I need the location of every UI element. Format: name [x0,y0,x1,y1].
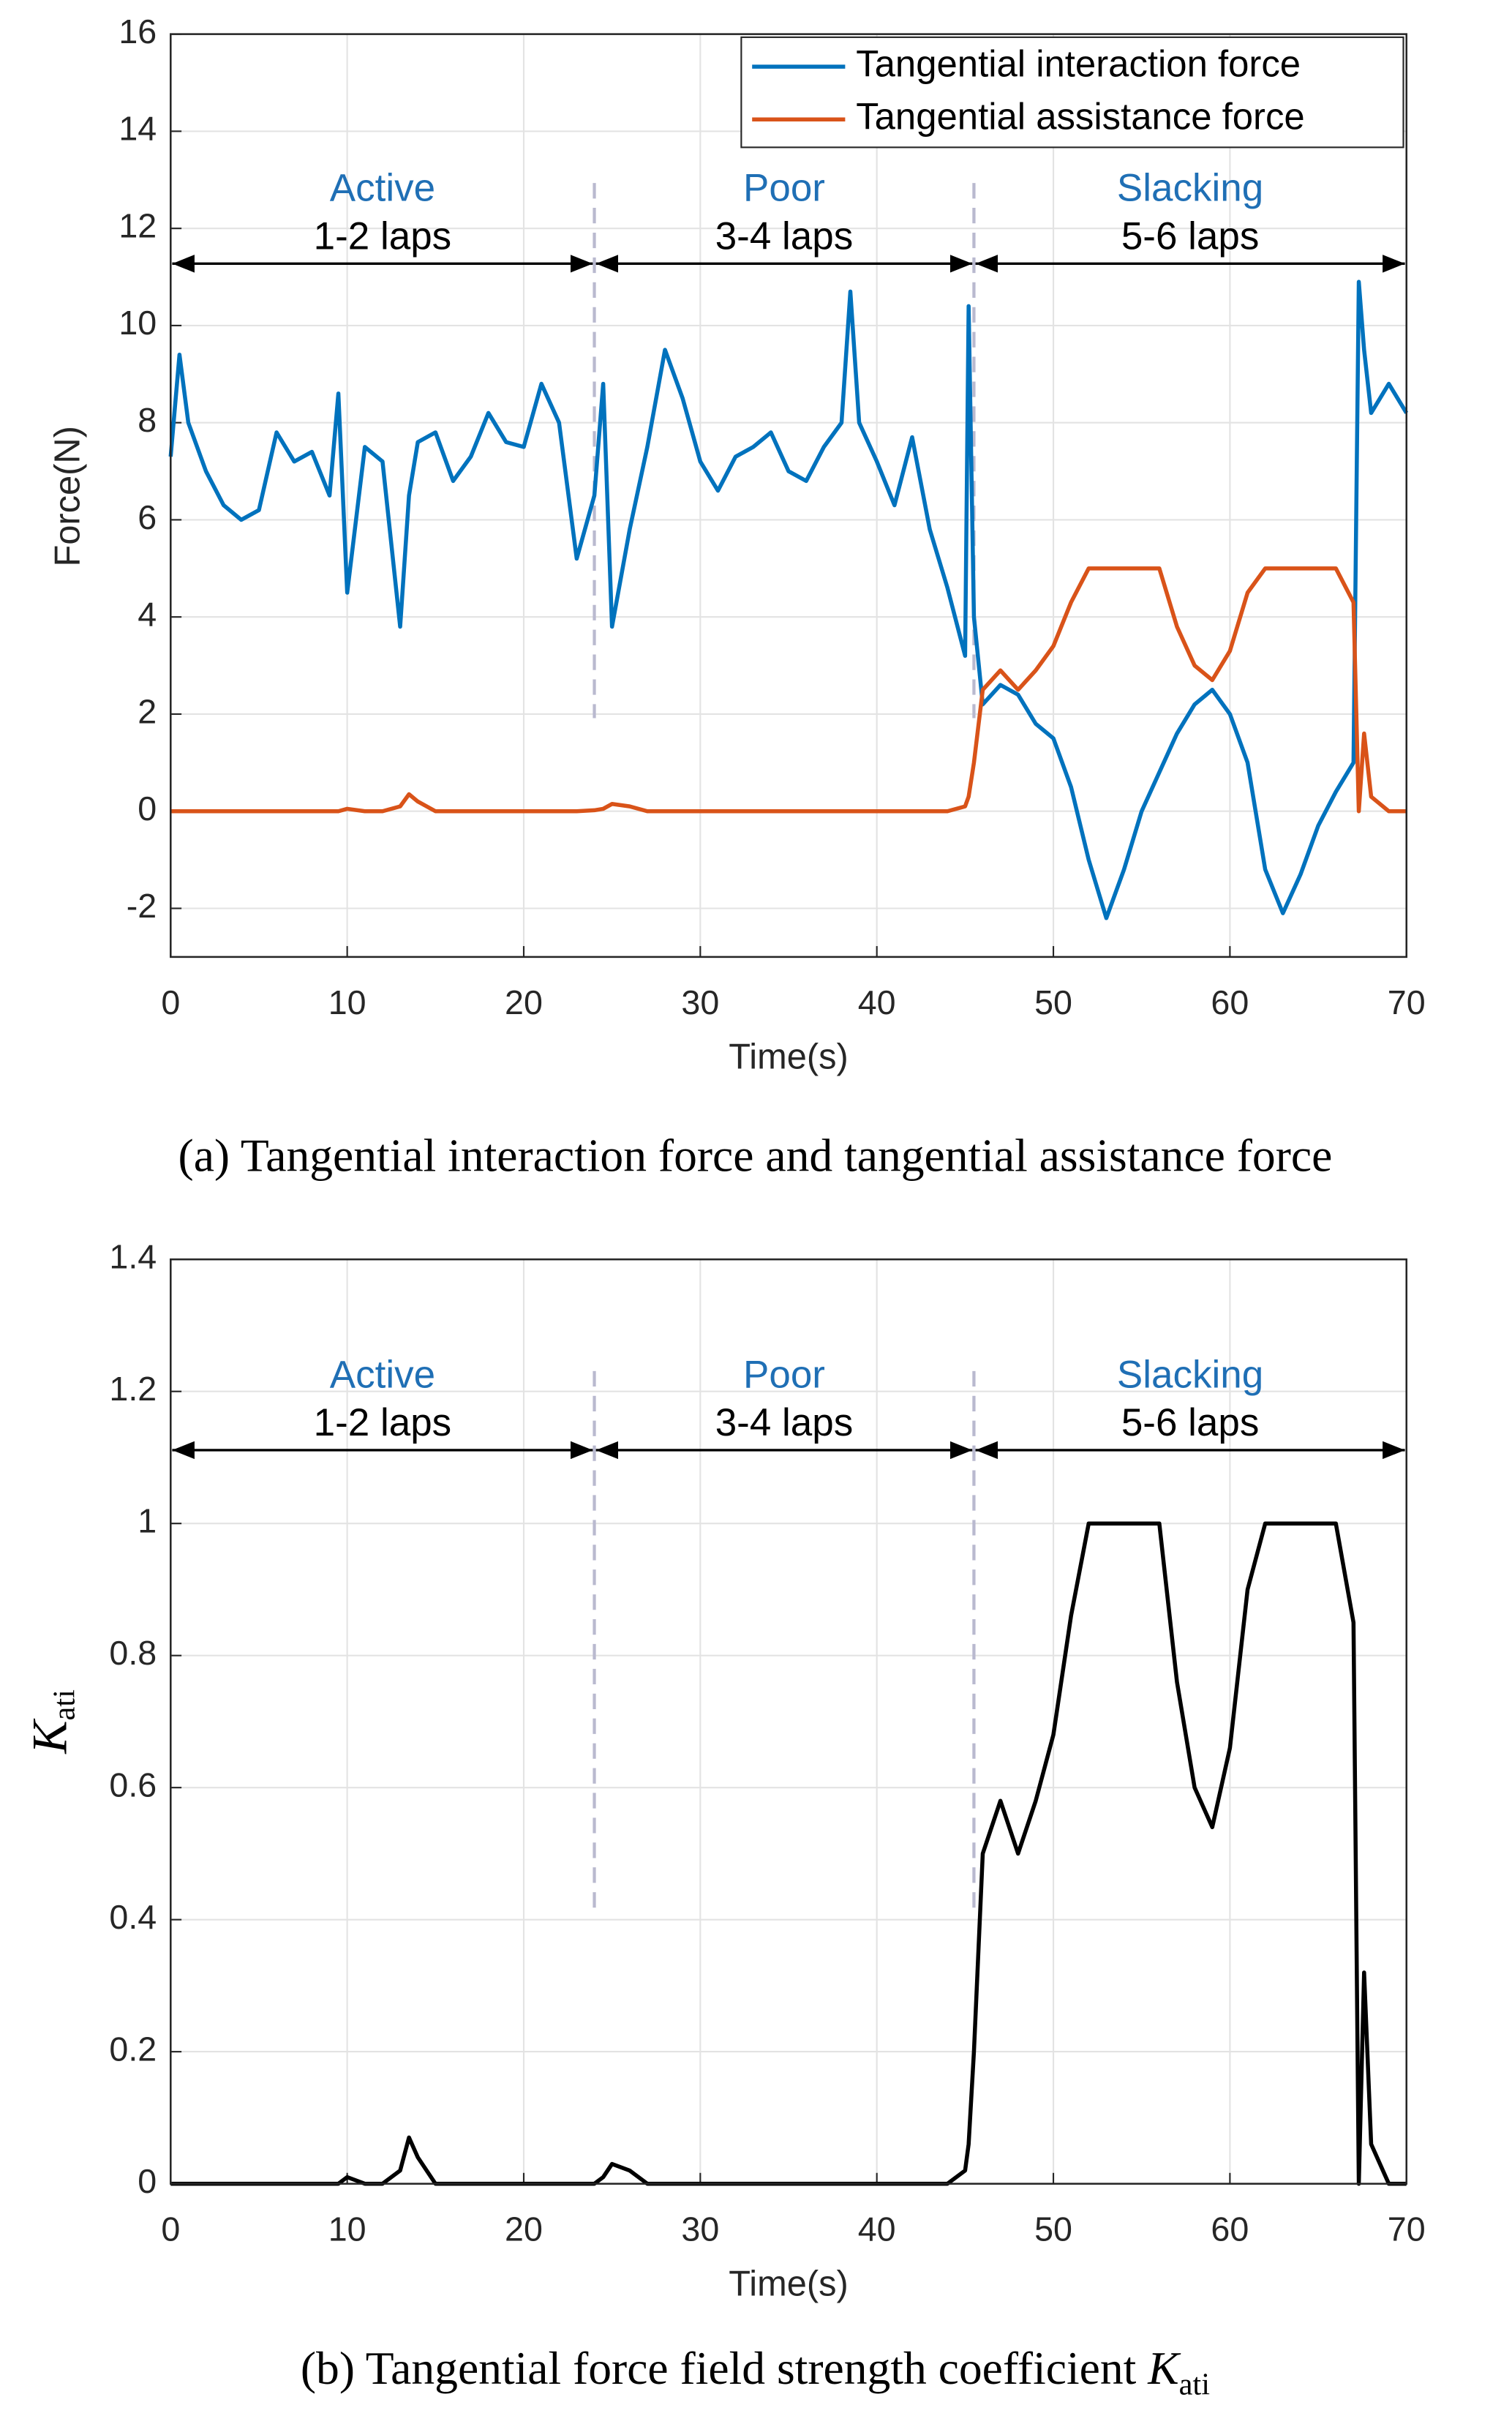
y-axis-label: Force(N) [48,426,87,566]
caption-symbol: K [1147,2342,1181,2394]
y-tick-label: 12 [119,206,157,244]
y-tick-label: 0.4 [109,1898,157,1936]
y-axis-symbol: K [22,1718,77,1755]
x-tick-label: 50 [1034,2210,1072,2248]
caption-subscript: ati [1179,2367,1210,2401]
legend-box [740,36,1404,149]
x-tick-label: 70 [1388,2210,1426,2248]
y-tick-label: 0.2 [109,2030,157,2068]
caption-text: (a) Tangential interaction force and tan… [178,1129,1333,1181]
x-tick-label: 20 [505,2210,543,2248]
phase-name: Slacking [1117,167,1263,210]
y-tick-label: 6 [138,498,157,536]
y-axis-label: Kati [22,1689,81,1755]
x-axis-label: Time(s) [729,1038,848,1077]
y-tick-label: 0.6 [109,1766,157,1804]
y-tick-label: 1 [138,1502,157,1540]
x-tick-label: 20 [505,983,543,1021]
series-line [168,279,1409,920]
phase-laps: 5-6 laps [1121,214,1260,258]
phase-laps: 5-6 laps [1121,1401,1260,1444]
y-tick-label: 1.4 [109,1238,157,1276]
x-tick-label: 40 [858,2210,896,2248]
x-tick-label: 40 [858,983,896,1021]
phase-name: Active [330,1353,435,1396]
phase-name: Slacking [1117,1353,1263,1396]
phase-laps: 1-2 laps [314,214,451,258]
phase-laps: 3-4 laps [715,214,854,258]
axes-box [170,33,1408,958]
x-tick-label: 30 [681,2210,719,2248]
axes-box [170,1258,1408,2185]
y-tick-label: 0 [138,2162,157,2200]
series-line [170,566,1407,814]
y-tick-label: 14 [119,110,157,148]
x-tick-label: 10 [328,2210,366,2248]
y-tick-label: 1.2 [109,1370,157,1408]
x-tick-label: 50 [1034,983,1072,1021]
x-tick-label: 30 [681,983,719,1021]
plot-area [170,1259,1407,2184]
phase-laps: 1-2 laps [314,1401,451,1444]
phase-name: Active [330,167,435,210]
phase-name: Poor [743,1353,825,1396]
y-tick-label: 8 [138,401,157,439]
x-tick-label: 60 [1211,983,1249,1021]
y-tick-label: 10 [119,304,157,342]
y-tick-label: 0.8 [109,1634,157,1672]
x-tick-label: 60 [1211,2210,1249,2248]
y-tick-label: 2 [138,692,157,730]
x-axis-label: Time(s) [729,2264,848,2303]
caption: (b) Tangential force field strength coef… [301,2342,1210,2401]
x-tick-label: 10 [328,983,366,1021]
x-tick-label: 0 [161,983,180,1021]
x-tick-label: 0 [161,2210,180,2248]
x-tick-label: 70 [1388,983,1426,1021]
caption: (a) Tangential interaction force and tan… [178,1129,1333,1181]
legend-label: Tangential interaction force [856,43,1301,85]
phase-name: Poor [743,167,825,210]
plot-area [170,34,1407,957]
caption-text: (b) Tangential force field strength coef… [301,2342,1148,2394]
y-axis-subscript: ati [47,1689,81,1720]
legend-label: Tangential assistance force [856,96,1305,138]
y-tick-label: -2 [127,887,157,925]
y-tick-label: 0 [138,789,157,828]
phase-laps: 3-4 laps [715,1401,854,1444]
y-tick-label: 4 [138,596,157,634]
y-tick-label: 16 [119,12,157,50]
